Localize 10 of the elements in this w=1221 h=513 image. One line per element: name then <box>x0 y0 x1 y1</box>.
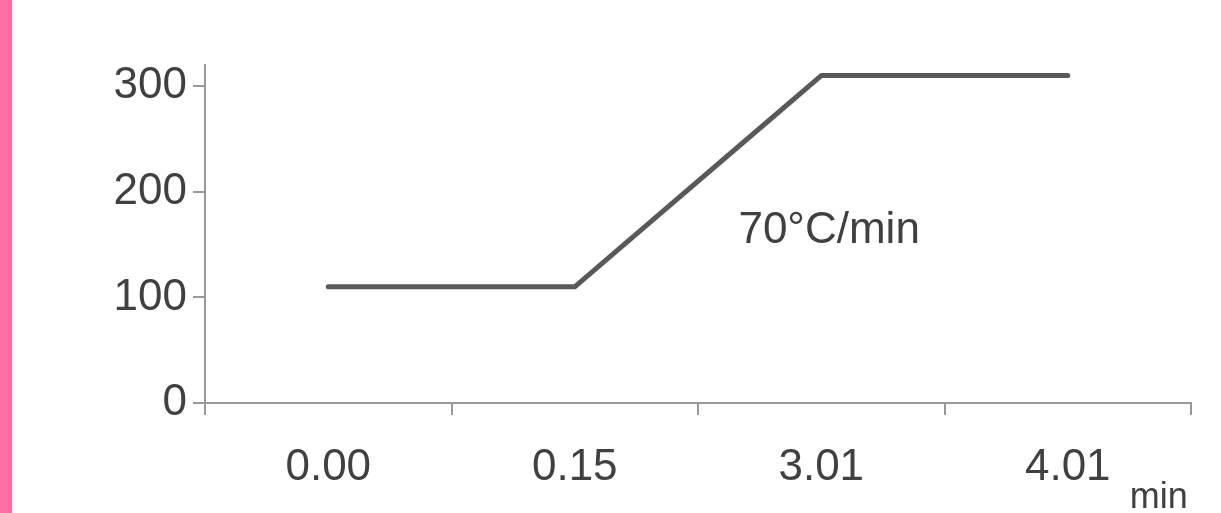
x-tick-label: 0.15 <box>531 439 618 489</box>
annotation: 70°C/min <box>738 202 920 252</box>
y-tick-label: 300 <box>113 58 187 108</box>
x-tick-label: 4.01 <box>1024 439 1111 489</box>
x-tick-label: 3.01 <box>778 439 865 489</box>
x-axis-title: min <box>1129 475 1188 513</box>
y-tick-label: 0 <box>162 375 187 425</box>
y-tick-label: 100 <box>113 269 187 319</box>
x-tick-label: 0.00 <box>285 439 372 489</box>
y-tick-label: 200 <box>113 163 187 213</box>
